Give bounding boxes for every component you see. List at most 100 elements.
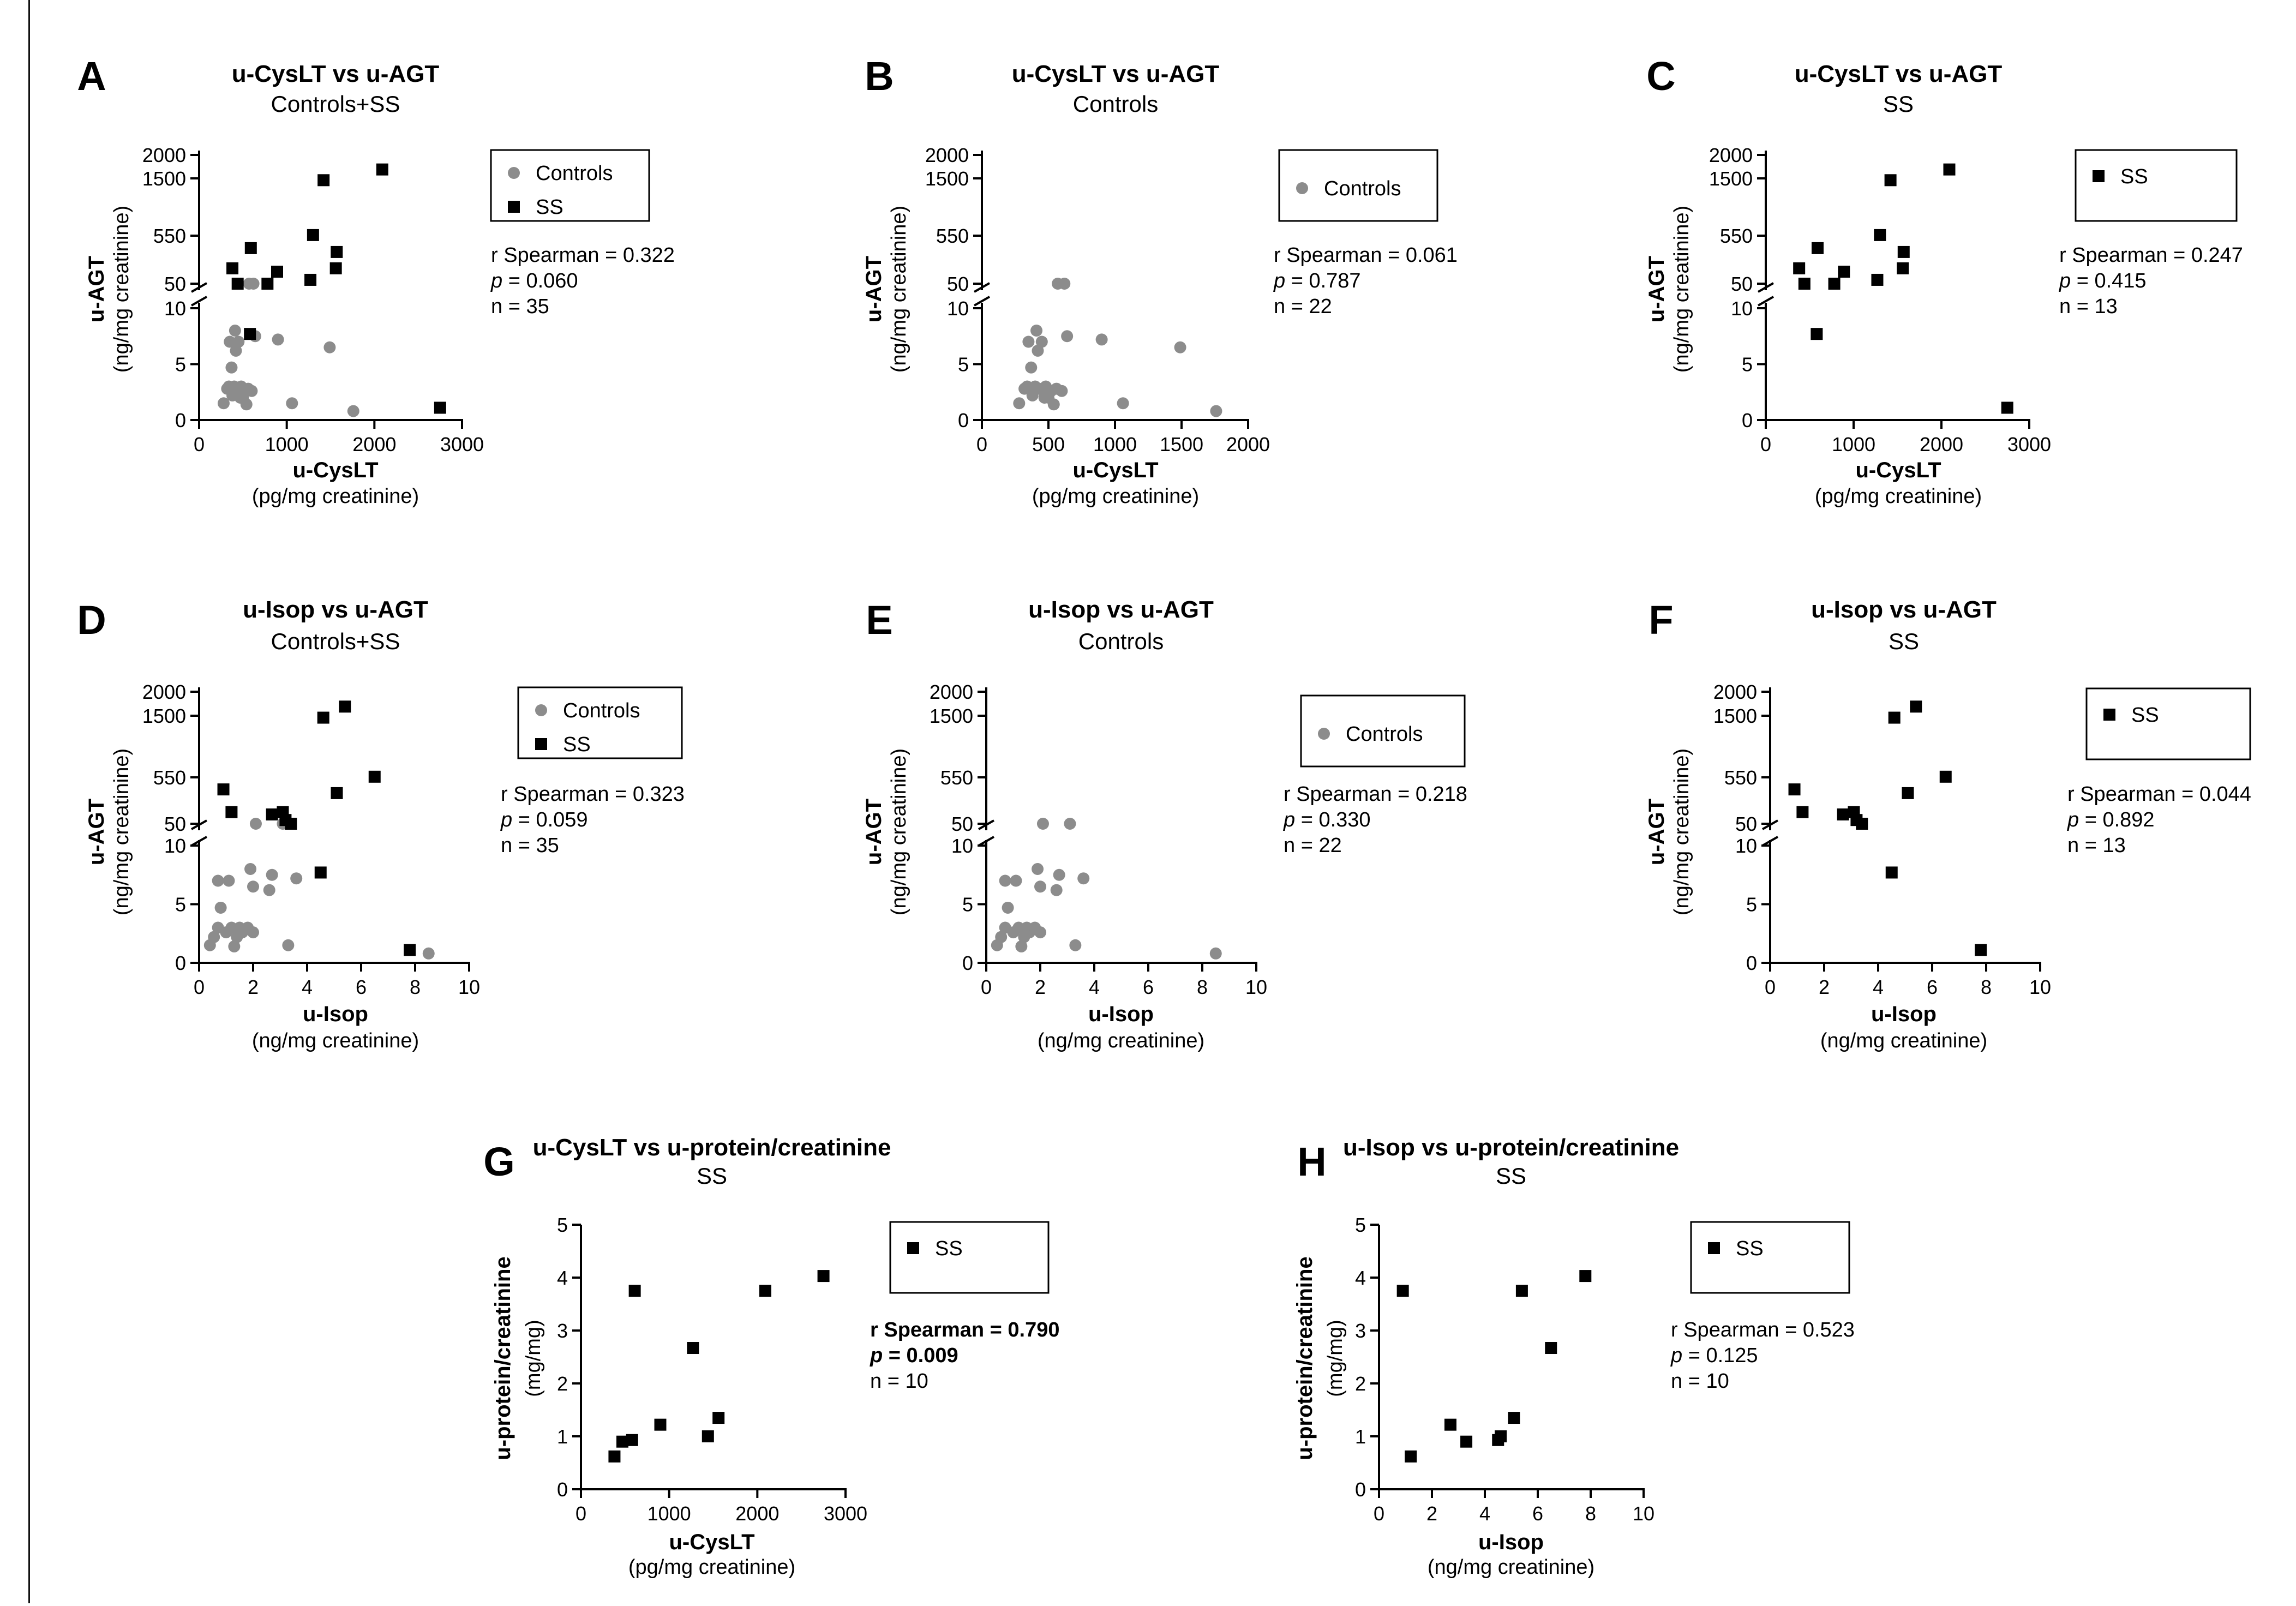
data-point-controls-d [266, 868, 278, 881]
x-tick-label-h: 0 [1374, 1502, 1384, 1525]
legend-marker-controls-e [1318, 728, 1330, 740]
x-tick-label-e: 2 [1035, 976, 1046, 998]
chart-title-e: u-Isop vs u-AGT [1028, 596, 1214, 623]
y-tick-label-d: 2000 [142, 681, 186, 703]
data-point-controls-e [1069, 939, 1082, 951]
data-point-controls-a [224, 335, 236, 348]
stat-p-number-f: = 0.892 [2079, 808, 2154, 831]
chart-title-a: u-CysLT vs u-AGT [232, 61, 440, 87]
panel-letter-d: D [77, 597, 106, 643]
data-point-controls-e [1015, 940, 1028, 952]
y-tick-label-e: 550 [940, 766, 973, 789]
data-point-ss-f [1796, 806, 1809, 818]
data-point-ss-c [1828, 278, 1841, 290]
legend-box-a [490, 149, 650, 222]
x-tick-label-f: 2 [1819, 976, 1830, 998]
chart-title-f: u-Isop vs u-AGT [1811, 596, 1997, 623]
data-point-ss-c [1943, 163, 1956, 176]
data-point-controls-d [263, 884, 275, 896]
data-point-controls-e [995, 931, 1008, 943]
data-point-controls-e [1002, 901, 1014, 914]
data-point-ss-a [244, 328, 256, 340]
data-point-ss-g [817, 1270, 830, 1283]
stat-p-symbol-b: p [1273, 269, 1285, 292]
x-axis-unit-d: (ng/mg creatinine) [252, 1029, 419, 1052]
chart-subtitle-f: SS [1889, 628, 1919, 654]
panel-letter-f: F [1648, 597, 1673, 643]
data-point-ss-g [628, 1285, 641, 1297]
stat-p-number-c: = 0.415 [2071, 269, 2146, 292]
stat-p-symbol-a: p [490, 269, 502, 292]
x-axis-unit-f: (ng/mg creatinine) [1820, 1029, 1987, 1052]
data-point-controls-e [1209, 947, 1222, 960]
y-tick-label-g: 2 [557, 1373, 568, 1395]
data-point-controls-d [214, 901, 227, 914]
data-point-controls-a [286, 397, 298, 410]
y-tick-label-c: 10 [1731, 297, 1753, 320]
legend-label-ss-d: SS [563, 733, 591, 756]
x-tick-label-e: 4 [1089, 976, 1100, 998]
y-tick-label-e: 50 [951, 813, 973, 835]
x-tick-label-h: 6 [1532, 1502, 1543, 1525]
y-tick-label-d: 1500 [142, 705, 186, 727]
y-axis-title-h: u-protein/creatinine [1293, 1256, 1317, 1460]
data-point-controls-b [1035, 335, 1048, 348]
data-point-ss-f [1910, 700, 1922, 713]
chart-title-g: u-CysLT vs u-protein/creatinine [533, 1134, 891, 1161]
data-point-controls-d [244, 863, 257, 875]
data-point-ss-d [368, 770, 381, 783]
x-tick-label-d: 0 [194, 976, 205, 998]
stat-n-f: n = 13 [2067, 834, 2126, 857]
y-axis-unit-g: (mg/mg) [522, 1320, 545, 1397]
y-axis-title-b: u-AGT [862, 256, 886, 322]
y-tick-label-d: 0 [175, 952, 186, 974]
data-point-controls-a [272, 333, 284, 346]
x-tick-label-h: 10 [1633, 1502, 1654, 1525]
data-point-controls-a [217, 397, 230, 410]
y-tick-label-a: 10 [164, 297, 186, 320]
chart-subtitle-a: Controls+SS [271, 91, 400, 117]
data-point-ss-f [1788, 783, 1801, 796]
stat-p-value-f: p = 0.892 [2067, 808, 2155, 831]
data-point-ss-h [1515, 1285, 1528, 1297]
data-point-ss-h [1495, 1430, 1507, 1442]
data-point-ss-a [307, 229, 319, 241]
y-tick-label-a: 550 [153, 225, 186, 247]
data-point-ss-c [2001, 402, 2013, 414]
y-axis-unit-b: (ng/mg creatinine) [888, 206, 910, 373]
data-point-ss-g [712, 1412, 725, 1424]
stat-p-symbol-d: p [500, 808, 512, 831]
data-point-ss-h [1579, 1270, 1592, 1283]
data-point-controls-d [228, 940, 241, 952]
stat-p-number-d: = 0.059 [512, 808, 588, 831]
legend-box-h [1690, 1221, 1850, 1294]
x-axis-unit-b: (pg/mg creatinine) [1032, 485, 1199, 508]
data-point-ss-d [285, 818, 297, 830]
y-tick-label-d: 50 [164, 813, 186, 835]
x-tick-label-c: 3000 [2007, 433, 2051, 456]
y-axis-unit-c: (ng/mg creatinine) [1670, 206, 1693, 373]
axis-break-mark-f [1762, 836, 1778, 847]
legend-box-e [1300, 694, 1466, 768]
x-tick-label-d: 8 [410, 976, 421, 998]
x-tick-label-d: 2 [248, 976, 259, 998]
y-tick-label-g: 4 [557, 1267, 568, 1289]
y-tick-label-e: 1500 [930, 705, 973, 727]
axis-break-mark-a [191, 296, 207, 307]
legend-marker-ss-d [535, 738, 547, 750]
chart-title-b: u-CysLT vs u-AGT [1012, 61, 1220, 87]
axis-break-mark-e [978, 836, 994, 847]
data-point-controls-a [225, 361, 238, 374]
data-point-ss-c [1871, 273, 1884, 286]
data-point-ss-f [1856, 818, 1868, 830]
data-point-controls-a [245, 385, 258, 397]
x-tick-label-c: 2000 [1920, 433, 1963, 456]
data-point-controls-b [1056, 385, 1068, 397]
stat-p-number-e: = 0.330 [1295, 808, 1370, 831]
y-tick-label-e: 0 [962, 952, 973, 974]
y-tick-label-h: 1 [1355, 1425, 1366, 1448]
data-point-controls-e [1036, 818, 1049, 830]
stat-n-c: n = 13 [2059, 295, 2118, 318]
